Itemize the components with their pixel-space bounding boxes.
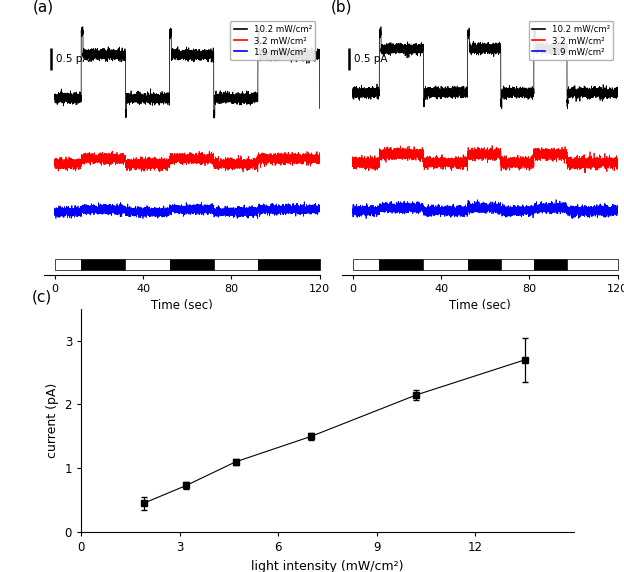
X-axis label: light intensity (mW/cm²): light intensity (mW/cm²) (251, 559, 404, 572)
Bar (81, 259, 125, 271)
Legend: 10.2 mW/cm², 3.2 mW/cm², 1.9 mW/cm²: 10.2 mW/cm², 3.2 mW/cm², 1.9 mW/cm² (230, 22, 315, 59)
Bar (567, 259, 618, 271)
Bar (258, 259, 319, 271)
Bar (213, 259, 258, 271)
Text: (c): (c) (32, 289, 52, 304)
Bar (55, 259, 81, 271)
X-axis label: Time (sec): Time (sec) (151, 299, 213, 312)
Bar (500, 259, 534, 271)
X-axis label: Time (sec): Time (sec) (449, 299, 510, 312)
Bar (424, 259, 467, 271)
Text: (b): (b) (331, 0, 352, 15)
Bar (379, 259, 424, 271)
Bar (353, 259, 379, 271)
Bar (467, 259, 500, 271)
Legend: 10.2 mW/cm², 3.2 mW/cm², 1.9 mW/cm²: 10.2 mW/cm², 3.2 mW/cm², 1.9 mW/cm² (529, 22, 613, 59)
Y-axis label: current (pA): current (pA) (46, 383, 59, 458)
Bar (534, 259, 567, 271)
Text: 0.5 pA: 0.5 pA (56, 54, 89, 64)
Bar (125, 259, 170, 271)
Text: 0.5 pA: 0.5 pA (354, 54, 388, 64)
Text: (a): (a) (32, 0, 54, 15)
Bar (170, 259, 213, 271)
